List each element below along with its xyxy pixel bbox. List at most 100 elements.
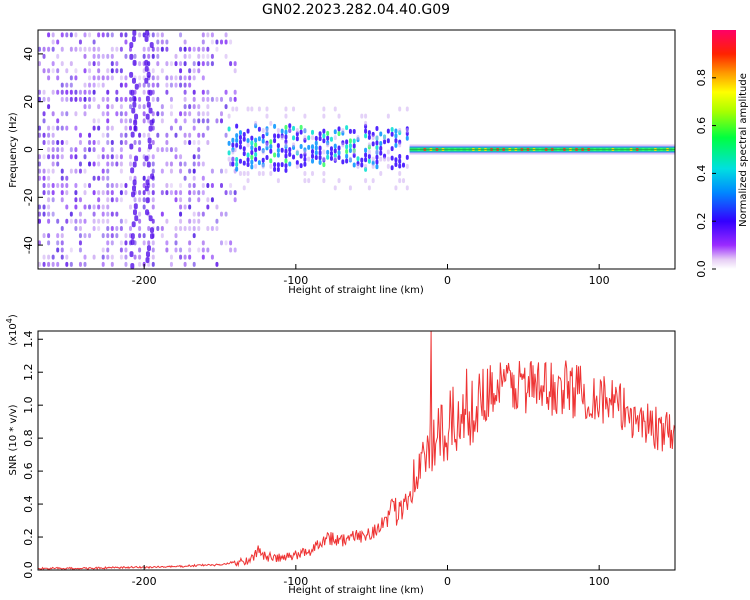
spectrogram-cell <box>233 197 237 203</box>
spectrogram-cell <box>188 240 192 246</box>
spectrogram-cell <box>146 71 151 78</box>
spectrogram-cell <box>42 261 46 267</box>
spectrogram-cell <box>333 129 337 135</box>
spectrogram-cell <box>60 111 64 117</box>
spectrogram-cell <box>149 41 154 48</box>
spectrogram-cell <box>115 46 119 52</box>
spectrogram-cell <box>303 171 307 177</box>
spectrogram-cell <box>276 147 280 153</box>
spectrogram-cell <box>78 211 82 217</box>
spectrogram-cell <box>280 147 284 153</box>
spectrogram-cell <box>188 254 192 260</box>
spectrogram-cell <box>246 171 250 177</box>
spectrogram-cell <box>169 168 173 174</box>
spectrogram-cell <box>74 190 78 196</box>
spectrogram-cell <box>38 89 41 95</box>
spectrogram-cell <box>160 211 164 217</box>
spectrogram-cell <box>144 35 149 42</box>
spectrogram-cell <box>311 158 314 164</box>
spectrogram-cell <box>314 145 318 151</box>
spectrogram-cell <box>307 135 311 141</box>
spectrogram-cell <box>69 82 73 88</box>
spectrogram-cell <box>371 163 375 169</box>
spectrogram-cell <box>337 126 341 132</box>
spectrogram-cell <box>147 53 151 59</box>
spectrogram-cell <box>110 197 114 203</box>
spectrogram-cell <box>188 247 192 253</box>
spectrogram-cell <box>78 233 82 239</box>
spectrogram-cell <box>405 163 409 169</box>
figure-title: GN02.2023.282.04.40.G09 <box>262 2 450 18</box>
spectrogram-cell <box>379 131 383 137</box>
spectrogram-cell <box>231 149 235 155</box>
spectrogram-cell <box>97 30 100 31</box>
spectrogram-cell <box>250 145 254 151</box>
spectrogram-cell <box>88 161 92 167</box>
y-tick-label: 1.4 <box>22 330 35 348</box>
spectrogram-cell <box>147 46 151 52</box>
spectrogram-cell <box>183 161 187 167</box>
spectrogram-cell <box>74 32 78 38</box>
spectrogram-cell <box>246 157 250 163</box>
spectrogram-cell <box>210 39 214 45</box>
spectrogram-cell <box>386 138 390 144</box>
spectrogram-cell <box>197 104 201 110</box>
spectrogram-cell <box>83 154 87 160</box>
spectrogram-cell <box>88 132 92 138</box>
spectrogram-cell <box>179 82 183 88</box>
spectrogram-cell <box>322 138 326 144</box>
spectrogram-cell <box>348 143 352 149</box>
spectrogram-cell <box>250 154 254 160</box>
spectrogram-cell <box>165 89 169 95</box>
y-tick-label: 1.2 <box>22 363 35 381</box>
spectrogram-cell <box>132 209 137 216</box>
spectrogram-cell <box>38 175 41 181</box>
spectrogram-cell <box>42 154 46 160</box>
spectrogram-cell <box>234 30 236 31</box>
spectrogram-cell <box>147 118 151 124</box>
spectrogram-cell <box>364 133 368 139</box>
spectrogram-cell <box>110 104 114 110</box>
spectrogram-cell <box>38 240 41 246</box>
spectrogram-cell <box>60 89 64 95</box>
spectrogram-cell <box>119 182 123 188</box>
spectrogram-cell <box>38 204 41 210</box>
spectrogram-cell <box>97 225 101 231</box>
spectrogram-cell <box>261 133 265 139</box>
spectrogram-cell <box>254 142 258 148</box>
spectrogram-cell <box>246 142 250 148</box>
spectrogram-cell <box>165 39 169 45</box>
spectrogram-cell <box>60 225 64 231</box>
spectrogram-cell <box>92 39 96 45</box>
spectrogram-cell <box>134 215 139 222</box>
spectrogram-cell <box>269 171 273 177</box>
spectrogram-cell <box>42 211 46 217</box>
spectrogram-cell <box>174 75 178 81</box>
colorbar: 0.0 0.2 0.4 0.6 0.8 Normalized spectral ampl… <box>695 30 749 278</box>
spectrogram-cell <box>78 96 82 102</box>
spectrogram-cell <box>345 144 349 150</box>
spectrogram-cell <box>124 125 128 131</box>
spectrogram-cell <box>74 168 78 174</box>
spectrogram-cell <box>47 139 51 145</box>
spectrogram-cell <box>101 218 105 224</box>
spectrogram-cell <box>192 261 196 267</box>
spectrogram-cell <box>115 211 119 217</box>
spectrogram-cell <box>341 159 345 165</box>
spectrogram-cell <box>144 59 149 66</box>
spectrogram-cell <box>147 132 151 138</box>
spectrogram-cell <box>51 39 55 45</box>
spectrogram-cell <box>273 166 277 172</box>
spectrogram-cell <box>188 190 192 196</box>
spectrogram-cell <box>206 46 210 52</box>
spectrogram-cell <box>165 247 169 253</box>
spectrogram-cell <box>124 182 128 188</box>
spectrogram-cell <box>133 125 138 132</box>
spectrogram-cell <box>215 118 219 124</box>
spectrogram-cell <box>192 168 196 174</box>
spectrogram-cell <box>188 46 192 52</box>
spectrogram-cell <box>303 161 307 167</box>
spectrogram-cell <box>345 158 349 164</box>
spectrogram-cell <box>169 61 173 67</box>
spectrogram-cell <box>188 197 192 203</box>
